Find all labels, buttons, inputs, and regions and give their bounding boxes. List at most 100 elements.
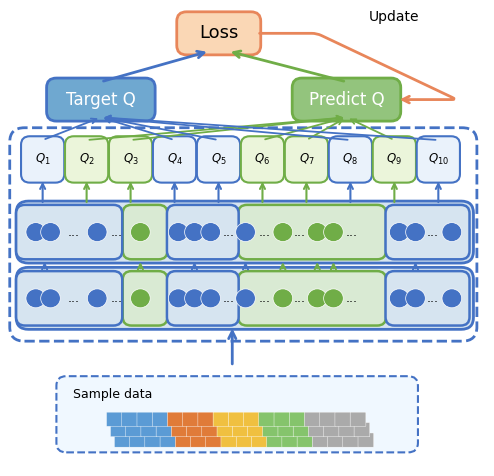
FancyBboxPatch shape (247, 423, 263, 437)
Text: $Q_2$: $Q_2$ (79, 152, 94, 167)
FancyBboxPatch shape (107, 412, 122, 426)
Text: ...: ... (294, 292, 306, 305)
FancyBboxPatch shape (198, 412, 213, 426)
Circle shape (273, 289, 292, 308)
FancyBboxPatch shape (244, 412, 259, 426)
FancyBboxPatch shape (385, 205, 469, 259)
Circle shape (41, 223, 60, 241)
Text: ...: ... (258, 226, 270, 238)
FancyBboxPatch shape (259, 412, 275, 426)
FancyBboxPatch shape (16, 201, 473, 263)
FancyBboxPatch shape (350, 412, 366, 426)
Circle shape (26, 223, 45, 241)
Text: $Q_1$: $Q_1$ (35, 152, 50, 167)
FancyBboxPatch shape (354, 423, 370, 437)
FancyBboxPatch shape (358, 433, 374, 447)
FancyBboxPatch shape (267, 433, 283, 447)
FancyBboxPatch shape (123, 205, 167, 259)
FancyBboxPatch shape (282, 433, 297, 447)
Circle shape (389, 289, 409, 308)
Text: $Q_6$: $Q_6$ (254, 152, 271, 167)
FancyBboxPatch shape (137, 412, 153, 426)
FancyBboxPatch shape (141, 423, 157, 437)
FancyBboxPatch shape (417, 136, 460, 183)
Circle shape (26, 289, 45, 308)
FancyBboxPatch shape (335, 412, 351, 426)
FancyBboxPatch shape (285, 136, 328, 183)
FancyBboxPatch shape (278, 423, 293, 437)
FancyBboxPatch shape (177, 12, 261, 55)
FancyBboxPatch shape (238, 271, 386, 326)
FancyBboxPatch shape (312, 433, 328, 447)
FancyBboxPatch shape (238, 205, 386, 259)
Circle shape (41, 289, 60, 308)
FancyBboxPatch shape (129, 433, 145, 447)
FancyBboxPatch shape (263, 423, 279, 437)
FancyBboxPatch shape (46, 78, 155, 121)
Text: ...: ... (426, 226, 438, 238)
Circle shape (201, 289, 220, 308)
FancyBboxPatch shape (115, 433, 130, 447)
FancyBboxPatch shape (373, 136, 416, 183)
FancyBboxPatch shape (65, 136, 108, 183)
FancyBboxPatch shape (293, 423, 309, 437)
Text: Loss: Loss (199, 24, 239, 42)
FancyBboxPatch shape (167, 412, 183, 426)
Circle shape (87, 223, 107, 241)
Text: ...: ... (294, 226, 306, 238)
Circle shape (236, 223, 255, 241)
FancyBboxPatch shape (153, 136, 196, 183)
FancyBboxPatch shape (16, 205, 122, 259)
FancyBboxPatch shape (152, 412, 168, 426)
FancyBboxPatch shape (122, 412, 137, 426)
FancyBboxPatch shape (324, 423, 339, 437)
Text: ...: ... (68, 226, 80, 238)
FancyBboxPatch shape (292, 78, 401, 121)
FancyBboxPatch shape (241, 136, 284, 183)
Circle shape (324, 289, 343, 308)
Text: Update: Update (369, 10, 419, 24)
Circle shape (324, 223, 343, 241)
Circle shape (442, 289, 462, 308)
Text: ...: ... (345, 292, 357, 305)
Circle shape (87, 289, 107, 308)
FancyBboxPatch shape (202, 423, 217, 437)
FancyBboxPatch shape (206, 433, 221, 447)
FancyBboxPatch shape (56, 376, 418, 452)
FancyBboxPatch shape (274, 412, 290, 426)
Text: ...: ... (258, 292, 270, 305)
FancyBboxPatch shape (111, 423, 126, 437)
FancyBboxPatch shape (16, 271, 122, 326)
FancyBboxPatch shape (156, 423, 172, 437)
Text: ...: ... (223, 292, 235, 305)
FancyBboxPatch shape (297, 433, 313, 447)
Text: $Q_4$: $Q_4$ (166, 152, 183, 167)
FancyBboxPatch shape (339, 423, 355, 437)
Circle shape (168, 289, 188, 308)
Text: ...: ... (111, 292, 123, 305)
Circle shape (130, 289, 150, 308)
FancyBboxPatch shape (213, 412, 229, 426)
Text: ...: ... (111, 226, 123, 238)
FancyBboxPatch shape (16, 268, 473, 329)
FancyBboxPatch shape (160, 433, 176, 447)
Circle shape (201, 223, 220, 241)
FancyBboxPatch shape (187, 423, 203, 437)
Text: $Q_8$: $Q_8$ (342, 152, 358, 167)
Circle shape (168, 223, 188, 241)
Text: ...: ... (223, 226, 235, 238)
Circle shape (307, 223, 327, 241)
FancyBboxPatch shape (289, 412, 305, 426)
Text: $Q_{10}$: $Q_{10}$ (428, 152, 449, 167)
FancyBboxPatch shape (236, 433, 252, 447)
Text: Sample data: Sample data (73, 388, 152, 401)
Circle shape (185, 223, 204, 241)
Circle shape (406, 223, 425, 241)
Text: $Q_9$: $Q_9$ (386, 152, 402, 167)
Text: Predict Q: Predict Q (309, 90, 384, 109)
Circle shape (442, 223, 462, 241)
FancyBboxPatch shape (221, 433, 237, 447)
FancyBboxPatch shape (175, 433, 191, 447)
Text: ...: ... (68, 292, 80, 305)
FancyBboxPatch shape (109, 136, 152, 183)
